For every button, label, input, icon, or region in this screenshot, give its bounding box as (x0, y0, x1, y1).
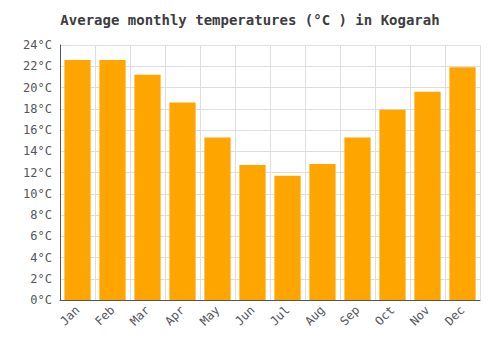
svg-text:Jun: Jun (232, 303, 257, 328)
svg-text:6°C: 6°C (30, 229, 52, 243)
svg-text:Oct: Oct (372, 303, 397, 328)
svg-text:Sep: Sep (337, 303, 362, 328)
svg-text:Feb: Feb (92, 303, 117, 328)
svg-text:20°C: 20°C (23, 81, 52, 95)
svg-text:0°C: 0°C (30, 293, 52, 307)
svg-text:10°C: 10°C (23, 187, 52, 201)
svg-text:12°C: 12°C (23, 166, 52, 180)
svg-text:8°C: 8°C (30, 208, 52, 222)
svg-text:4°C: 4°C (30, 251, 52, 265)
svg-text:2°C: 2°C (30, 272, 52, 286)
svg-text:Dec: Dec (442, 303, 467, 328)
svg-text:18°C: 18°C (23, 102, 52, 116)
svg-text:24°C: 24°C (23, 38, 52, 52)
svg-text:Jul: Jul (267, 303, 292, 328)
svg-text:Average monthly temperatures (: Average monthly temperatures (°C ) in Ko… (60, 12, 439, 28)
svg-text:16°C: 16°C (23, 123, 52, 137)
svg-text:Jan: Jan (57, 303, 82, 328)
svg-text:Mar: Mar (127, 303, 152, 328)
svg-text:14°C: 14°C (23, 144, 52, 158)
svg-text:Apr: Apr (162, 303, 187, 328)
svg-text:22°C: 22°C (23, 59, 52, 73)
svg-text:Nov: Nov (407, 303, 432, 328)
svg-text:Aug: Aug (302, 303, 327, 328)
svg-text:May: May (197, 303, 222, 328)
